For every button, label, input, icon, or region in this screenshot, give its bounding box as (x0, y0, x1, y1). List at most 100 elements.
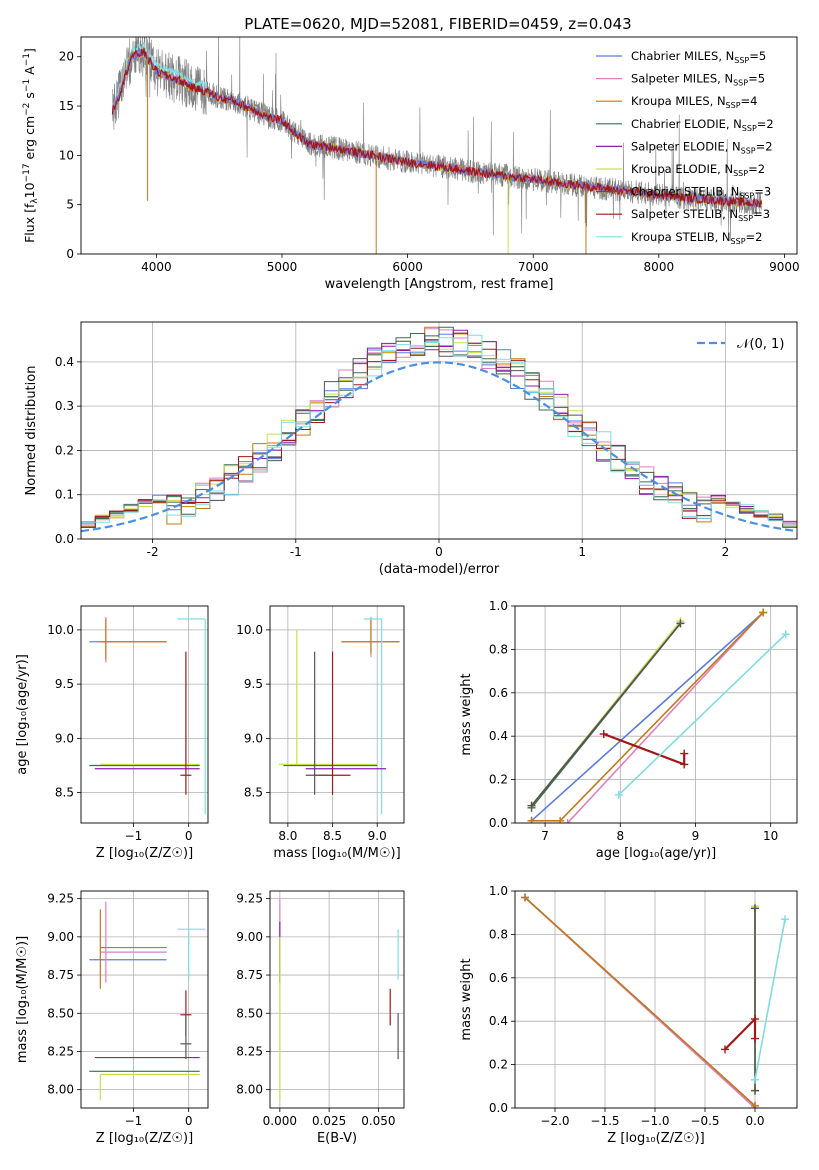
y-axis-label-part: λ (30, 198, 40, 204)
massweight_vs_Z-plot-area (521, 893, 789, 1108)
y-axis-label: mass weight (459, 958, 474, 1040)
y-axis-label-part: Flux [f (22, 203, 37, 243)
spectrum-plot-area (111, 37, 763, 254)
legend-label-main: Kroupa STELIB, N (631, 230, 731, 244)
x-tick-label: 9.0 (368, 829, 387, 843)
residuals-panel: -2 -1 0 1 2 0.0 0.1 0.2 0.3 0.4 (data-model)/error… (24, 321, 798, 577)
y-axis-label: Flux [fλ10−17 erg cm−2 s−1 A−1] (22, 48, 40, 243)
mass-weight-line (530, 611, 764, 822)
legend-label-tail: =3 (754, 185, 771, 199)
y-tick-label: 0 (66, 247, 74, 261)
y-tick-label: 8.75 (47, 968, 74, 982)
y-tick-label: 5 (66, 198, 74, 212)
axes-frame (80, 321, 798, 540)
x-tick-label: 0 (185, 1114, 193, 1128)
y-axis-label: mass [log₁₀(M/M☉)] (15, 936, 30, 1063)
x-tick-label: −1.5 (590, 1114, 619, 1128)
y-axis-label-part: erg cm (22, 116, 37, 164)
y-axis-label: age [log₁₀(age/yr)] (15, 654, 30, 775)
y-tick-label: 8.50 (236, 1006, 263, 1020)
axes-frame (269, 890, 405, 1109)
y-tick-label: 0.6 (489, 971, 508, 985)
figure-title: PLATE=0620, MJD=52081, FIBERID=0459, z=0… (244, 15, 631, 33)
axes-frame (514, 890, 798, 1109)
spectrum-data-line (112, 37, 763, 241)
x-tick-label: 1 (578, 545, 586, 559)
legend-label-sub: SSP (741, 146, 756, 155)
x-tick-label: 0 (435, 545, 443, 559)
plots-layer: 4000 5000 6000 7000 8000 900005101520waveleng… (15, 36, 800, 1146)
spectrum-model-line (111, 47, 762, 208)
legend-label-tail: =5 (748, 72, 765, 86)
y-tick-label: 8.5 (244, 786, 263, 800)
x-tick-label: 9000 (769, 260, 800, 274)
x-tick-label: 4000 (141, 260, 172, 274)
y-tick-label: 10 (59, 148, 74, 162)
x-tick-label: 8 (616, 829, 624, 843)
legend-label-sub: SSP (733, 79, 748, 88)
y-tick-label: 0.3 (55, 399, 74, 413)
age_vs_Z-panel: −1 0 8.5 9.0 9.5 10.0 Z [log₁₀(Z/Z☉)] age [log₁… (15, 605, 209, 861)
x-tick-label: 0 (185, 829, 193, 843)
legend-label: 𝒩(0, 1) (737, 337, 784, 352)
legend-label-tail: =5 (749, 49, 766, 63)
legend-label-tail: =4 (741, 94, 758, 108)
x-tick-label: 0.025 (312, 1114, 346, 1128)
mass-weight-line (524, 896, 756, 1107)
x-axis-label: age [log₁₀(age/yr)] (596, 846, 717, 861)
y-axis-label-part: −1 (22, 53, 32, 66)
age_vs_mass-plot-area (278, 616, 400, 815)
legend-label-main: Kroupa MILES, N (631, 94, 726, 108)
massweight_vs_age-plot-area (527, 608, 790, 823)
legend-label: Kroupa MILES, NSSP=4 (631, 94, 757, 110)
x-axis-label: Z [log₁₀(Z/Z☉)] (96, 846, 193, 861)
legend-label-main: Chabrier MILES, N (631, 49, 734, 63)
age_vs_Z-plot-area (89, 616, 206, 815)
y-tick-label: 15 (59, 99, 74, 113)
y-tick-label: 8.00 (47, 1083, 74, 1097)
legend-label-tail: =2 (746, 230, 763, 244)
legend-label-sub: SSP (738, 214, 753, 223)
y-tick-label: 0.2 (55, 443, 74, 457)
mass-weight-line (754, 919, 786, 1080)
y-tick-label: 8.25 (47, 1044, 74, 1058)
axes-frame (80, 890, 209, 1109)
x-tick-label: 0.000 (263, 1114, 297, 1128)
y-tick-label: 8.50 (47, 1006, 74, 1020)
spectrum-panel: 4000 5000 6000 7000 8000 9000 0 5 10 15 20 waveleng… (22, 36, 800, 292)
x-tick-label: 8.5 (323, 829, 342, 843)
x-axis-label: (data-model)/error (379, 562, 500, 577)
y-tick-label: 0.0 (489, 816, 508, 830)
legend-label: Chabrier STELIB, NSSP=3 (631, 185, 771, 201)
legend-label-sub: SSP (742, 124, 757, 133)
y-tick-label: 8.00 (236, 1083, 263, 1097)
legend-label-tail: =2 (748, 162, 765, 176)
y-axis-label-part: A (22, 66, 37, 79)
x-tick-label: 8000 (644, 260, 675, 274)
x-tick-label: −1.0 (640, 1114, 669, 1128)
x-axis-label: Z [log₁₀(Z/Z☉)] (96, 1131, 193, 1146)
y-tick-label: 10.0 (236, 623, 263, 637)
axes-frame (80, 605, 209, 824)
legend-label-sub: SSP (733, 169, 748, 178)
legend-label-main: Kroupa ELODIE, N (631, 162, 733, 176)
y-tick-label: 9.0 (55, 731, 74, 745)
y-tick-label: 0.4 (489, 1014, 508, 1028)
legend-label-sub: SSP (726, 101, 741, 110)
legend-label: Kroupa STELIB, NSSP=2 (631, 230, 762, 246)
legend-label: Kroupa ELODIE, NSSP=2 (631, 162, 765, 178)
legend-label-main: Chabrier ELODIE, N (631, 117, 742, 131)
mass_vs_EBV-panel: 0.000 0.025 0.050 8.00 8.25 8.50 8.75 9.00 9.25 E… (236, 890, 405, 1146)
legend-label: Salpeter ELODIE, NSSP=2 (631, 139, 773, 155)
y-tick-label: 9.00 (47, 930, 74, 944)
x-tick-label: 9 (692, 829, 700, 843)
x-tick-label: −1 (125, 829, 143, 843)
y-tick-label: 0.6 (489, 686, 508, 700)
y-tick-label: 9.0 (244, 731, 263, 745)
x-axis-label: Z [log₁₀(Z/Z☉)] (607, 1131, 704, 1146)
legend-label-tail: =2 (756, 139, 773, 153)
y-tick-label: 8.25 (236, 1044, 263, 1058)
y-axis-label-part: s (22, 92, 37, 103)
y-tick-label: 20 (59, 50, 74, 64)
